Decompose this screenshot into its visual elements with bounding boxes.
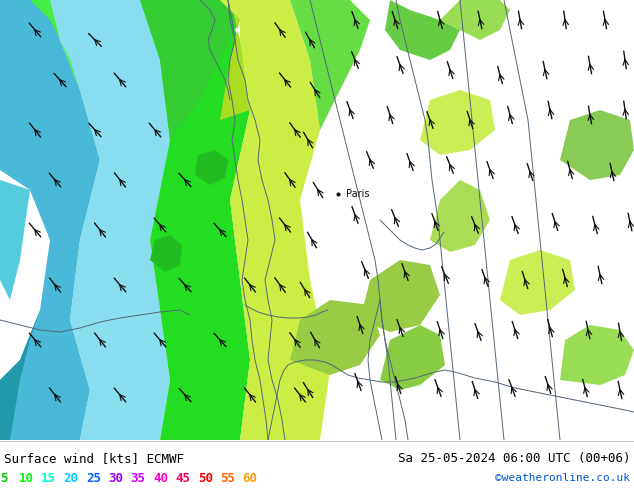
Text: 30: 30: [108, 471, 124, 485]
Polygon shape: [290, 300, 380, 375]
Text: 40: 40: [153, 471, 168, 485]
Polygon shape: [440, 0, 510, 40]
Polygon shape: [140, 0, 250, 440]
Text: 60: 60: [242, 471, 257, 485]
Polygon shape: [195, 150, 228, 185]
Text: 45: 45: [176, 471, 190, 485]
Text: 15: 15: [41, 471, 56, 485]
Polygon shape: [430, 180, 490, 252]
Polygon shape: [385, 0, 460, 60]
Polygon shape: [50, 0, 170, 440]
Text: 25: 25: [86, 471, 101, 485]
Polygon shape: [500, 250, 575, 315]
Polygon shape: [360, 260, 440, 332]
Text: 50: 50: [198, 471, 213, 485]
Text: 20: 20: [63, 471, 79, 485]
Text: 5: 5: [0, 471, 8, 485]
Polygon shape: [150, 235, 182, 272]
Polygon shape: [380, 325, 445, 390]
Text: ©weatheronline.co.uk: ©weatheronline.co.uk: [495, 473, 630, 483]
Text: 35: 35: [131, 471, 146, 485]
Polygon shape: [0, 0, 100, 440]
Text: Sa 25-05-2024 06:00 UTC (00+06): Sa 25-05-2024 06:00 UTC (00+06): [398, 452, 630, 465]
Text: Paris: Paris: [346, 189, 369, 198]
Polygon shape: [560, 325, 634, 385]
Polygon shape: [220, 0, 250, 120]
Polygon shape: [0, 180, 30, 300]
Text: 55: 55: [220, 471, 235, 485]
Text: 10: 10: [19, 471, 34, 485]
Polygon shape: [560, 110, 634, 180]
Polygon shape: [0, 0, 80, 90]
Polygon shape: [220, 0, 330, 440]
Polygon shape: [290, 0, 370, 130]
Polygon shape: [140, 0, 240, 140]
Polygon shape: [0, 310, 40, 440]
Text: Surface wind [kts] ECMWF: Surface wind [kts] ECMWF: [4, 452, 184, 465]
Polygon shape: [420, 90, 495, 155]
